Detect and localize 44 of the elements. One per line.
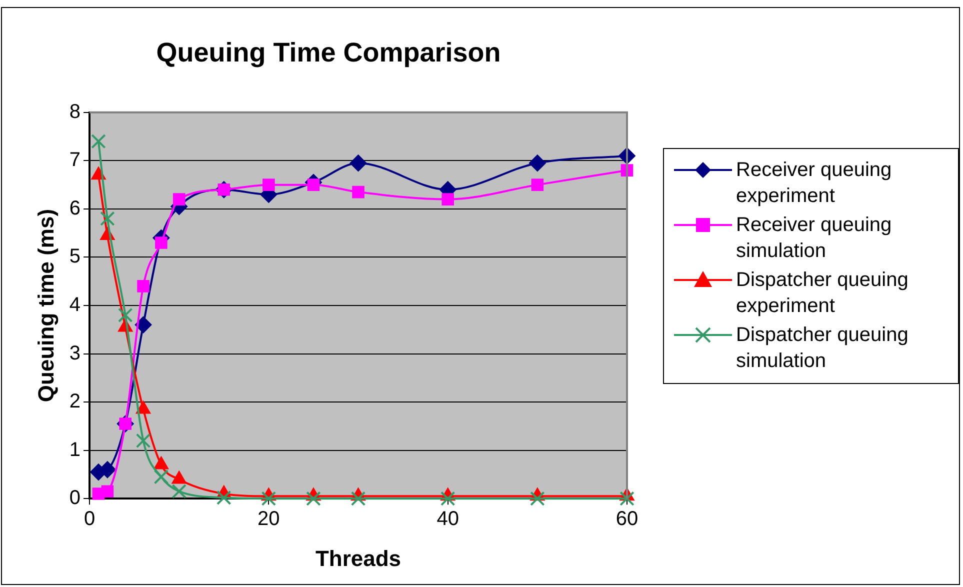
legend-label: Receiver queuing experiment xyxy=(736,158,893,209)
x-tick-label: 60 xyxy=(616,508,638,530)
point xyxy=(442,193,454,206)
point xyxy=(216,490,232,505)
point xyxy=(350,491,366,506)
point xyxy=(350,154,367,172)
point xyxy=(262,178,275,191)
point xyxy=(137,280,150,292)
point xyxy=(352,186,364,198)
point xyxy=(440,491,456,506)
y-tick-label: 4 xyxy=(69,294,81,316)
point xyxy=(134,316,152,334)
y-tick-label: 7 xyxy=(69,149,81,172)
point xyxy=(530,491,545,506)
y-tick-label: 3 xyxy=(69,342,81,364)
point xyxy=(620,491,634,506)
y-tick-label: 5 xyxy=(69,246,81,268)
y-tick-label: 1 xyxy=(69,438,81,461)
legend-label: Dispatcher queuing experiment xyxy=(736,268,910,319)
y-tick-label: 0 xyxy=(69,487,81,510)
legend-label: Dispatcher queuing simulation xyxy=(736,323,910,374)
y-tick-label: 2 xyxy=(69,390,81,413)
point xyxy=(172,484,186,499)
point xyxy=(118,308,133,323)
point xyxy=(100,211,115,226)
point xyxy=(261,491,276,506)
point xyxy=(155,236,168,249)
point xyxy=(101,485,114,498)
y-tick-label: 8 xyxy=(69,100,81,123)
point xyxy=(154,470,169,484)
x-tick-label: 20 xyxy=(258,508,280,530)
x-tick-label: 0 xyxy=(84,508,96,530)
point xyxy=(306,491,321,506)
point xyxy=(172,193,186,206)
point xyxy=(136,433,151,448)
point xyxy=(528,154,546,172)
x-axis-title: Threads xyxy=(315,546,402,571)
y-tick-label: 6 xyxy=(69,197,81,220)
point xyxy=(531,178,544,191)
y-axis-title: Queuing time (ms) xyxy=(33,208,58,402)
chart-title: Queuing Time Comparison xyxy=(156,38,501,68)
x-tick-label: 40 xyxy=(436,508,459,530)
point xyxy=(91,134,106,149)
legend-label: Receiver queuing simulation xyxy=(736,213,893,264)
